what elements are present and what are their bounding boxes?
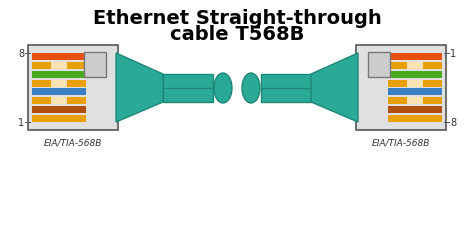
- Ellipse shape: [242, 74, 260, 104]
- Bar: [32, 63, 86, 70]
- Bar: [32, 98, 86, 105]
- Bar: [407, 80, 423, 87]
- Bar: [163, 75, 213, 103]
- Bar: [388, 80, 442, 87]
- Text: cable T568B: cable T568B: [170, 24, 304, 43]
- Bar: [388, 89, 442, 96]
- Bar: [368, 53, 390, 78]
- Bar: [32, 80, 86, 87]
- Bar: [388, 115, 442, 123]
- Bar: [32, 89, 86, 96]
- Bar: [51, 63, 67, 70]
- Bar: [261, 75, 311, 103]
- Bar: [28, 46, 118, 130]
- Bar: [388, 54, 442, 61]
- Bar: [407, 63, 423, 70]
- Bar: [51, 80, 67, 87]
- Bar: [388, 71, 442, 78]
- Bar: [51, 98, 67, 105]
- Bar: [32, 71, 86, 78]
- Bar: [84, 53, 106, 78]
- Bar: [388, 63, 442, 70]
- Bar: [388, 98, 442, 105]
- Bar: [32, 115, 86, 123]
- Bar: [32, 107, 86, 114]
- Text: 8: 8: [18, 49, 24, 59]
- Text: EIA/TIA-568B: EIA/TIA-568B: [372, 138, 430, 147]
- Text: 1: 1: [18, 117, 24, 127]
- Text: 8: 8: [450, 117, 456, 127]
- Bar: [388, 107, 442, 114]
- Polygon shape: [116, 54, 163, 122]
- Ellipse shape: [214, 74, 232, 104]
- Text: EIA/TIA-568B: EIA/TIA-568B: [44, 138, 102, 147]
- Text: Ethernet Straight-through: Ethernet Straight-through: [92, 9, 382, 27]
- Polygon shape: [311, 54, 358, 122]
- Text: 1: 1: [450, 49, 456, 59]
- Bar: [32, 54, 86, 61]
- Bar: [356, 46, 446, 130]
- Bar: [407, 98, 423, 105]
